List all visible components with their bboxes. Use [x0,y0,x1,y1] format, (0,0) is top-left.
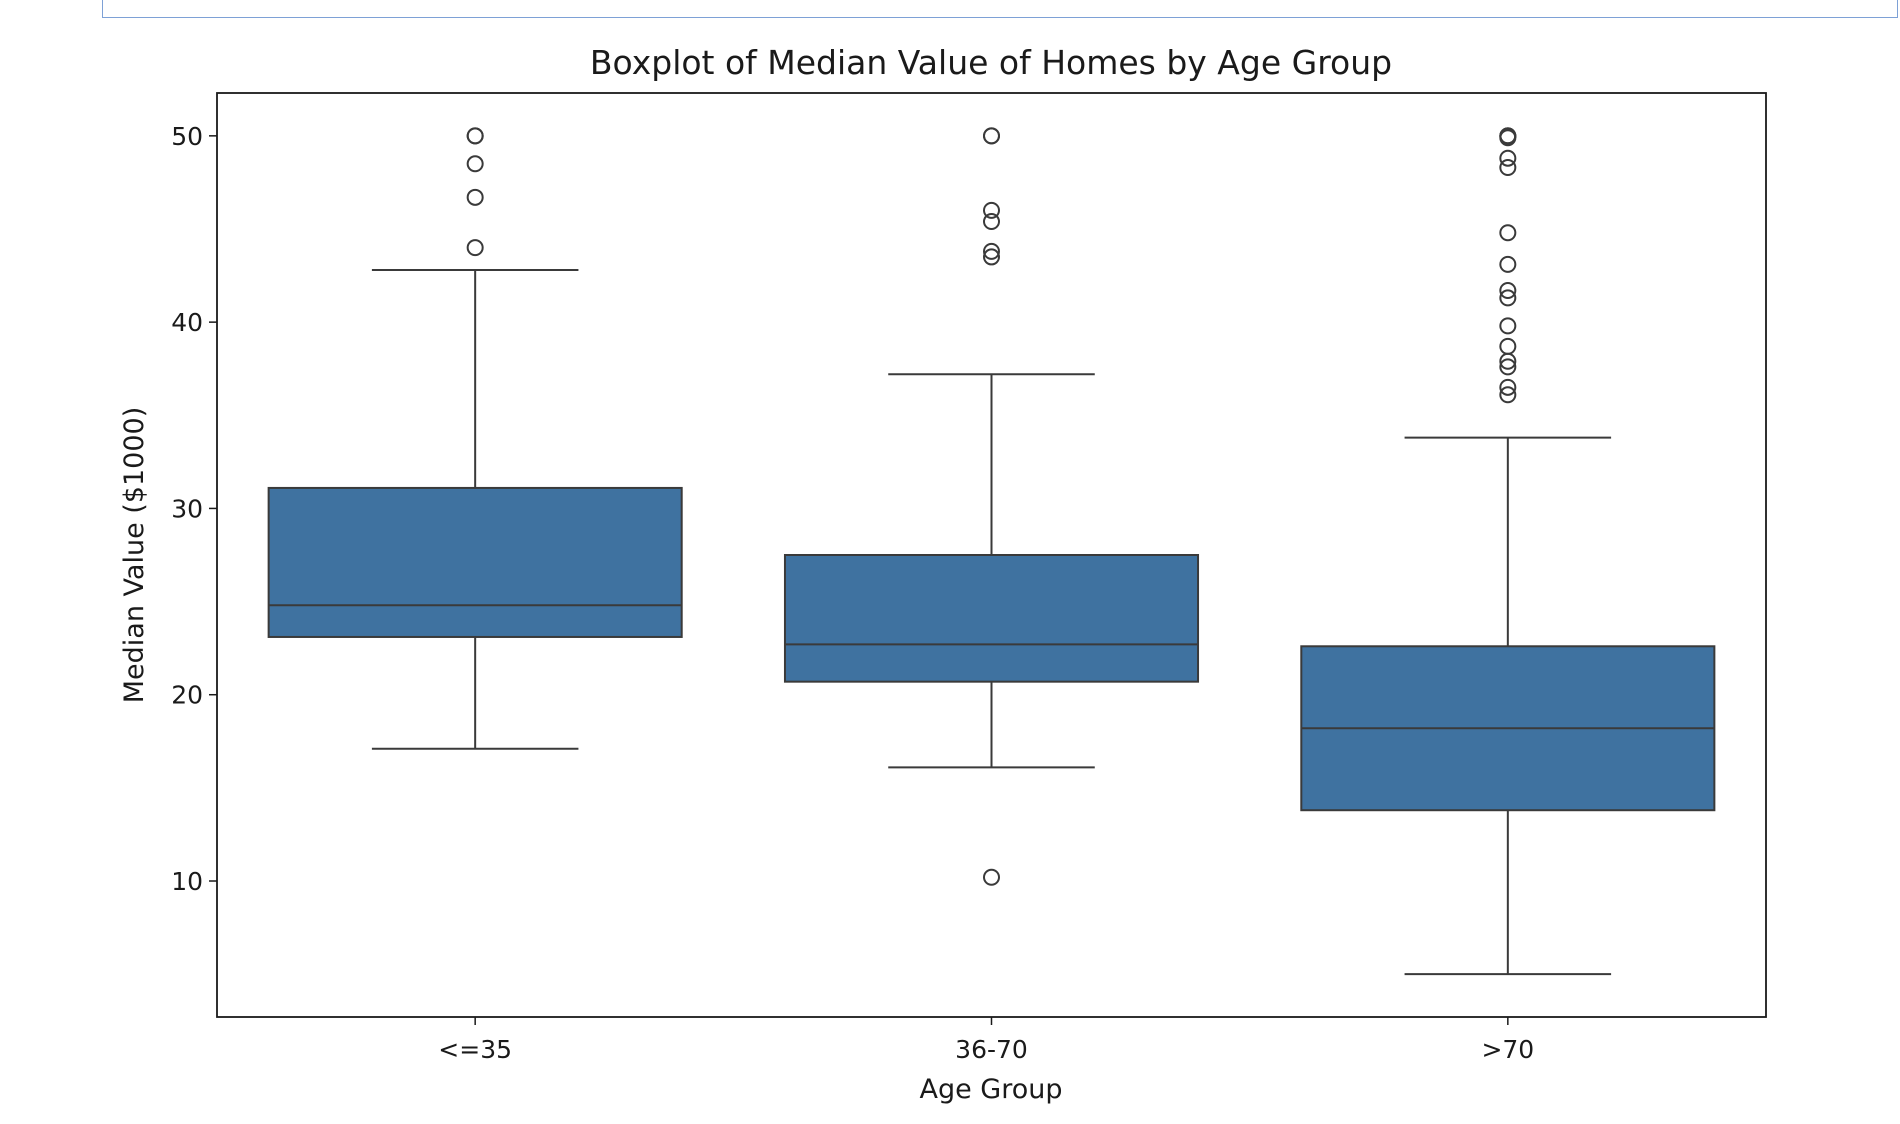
y-tick-label: 50 [171,122,203,151]
x-axis-label: Age Group [919,1074,1062,1105]
outlier-point-gt70 [1499,358,1517,376]
outlier-point-gt70 [1499,378,1517,396]
x-tick-label-le35: <=35 [438,1035,512,1064]
outlier-point-gt70 [1499,224,1517,242]
x-tick-label-gt70: >70 [1481,1035,1534,1064]
outlier-point-gt70 [1499,149,1517,167]
y-axis-label: Median Value ($1000) [119,407,150,703]
outlier-point-le35 [466,127,484,145]
box-36-70 [783,554,1200,683]
outlier-point-gt70 [1499,129,1517,147]
outlier-point-gt70 [1499,255,1517,273]
box-le35 [267,486,683,638]
outlier-point-le35 [466,188,484,206]
outlier-point-36-70 [983,248,1000,266]
y-tick-label: 20 [171,681,203,710]
outlier-point-gt70 [1499,289,1517,307]
plot-area: 10 20 30 40 50 <=35 36-70 >70 [171,92,1767,1064]
outlier-point-gt70 [1499,352,1517,370]
outlier-point-le35 [466,239,484,257]
plot-frame [216,92,1767,1018]
outlier-point-gt70 [1499,159,1517,177]
outlier-point-gt70 [1499,281,1517,299]
outlier-point-36-70 [983,242,1000,260]
outlier-point-gt70 [1499,317,1517,335]
outlier-point-36-70 [983,201,1000,219]
y-tick-label: 30 [171,494,203,523]
outlier-point-le35 [466,155,484,173]
y-tick-label: 10 [171,867,203,896]
chart-title: Boxplot of Median Value of Homes by Age … [590,43,1392,82]
outlier-point-36-70 [983,127,1000,145]
outlier-point-36-70 [983,868,1000,886]
y-tick-label: 40 [171,308,203,337]
outlier-point-gt70 [1499,386,1517,404]
outlier-point-gt70 [1499,337,1517,355]
notebook-cell-edge[interactable] [102,0,1898,18]
outlier-point-36-70 [983,213,1000,231]
x-tick-label-36-70: 36-70 [955,1035,1028,1064]
